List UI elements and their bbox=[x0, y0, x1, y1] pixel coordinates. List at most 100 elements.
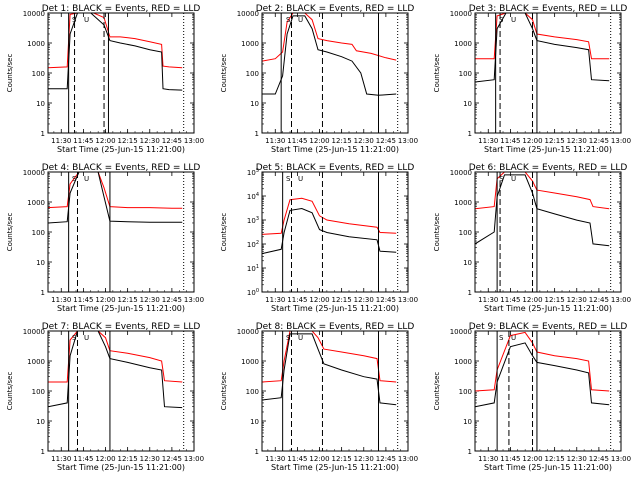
x-tick-label: 12:00 bbox=[522, 455, 542, 463]
y-axis-label: Counts/sec bbox=[220, 213, 228, 252]
x-tick-label: 12:30 bbox=[354, 137, 374, 145]
x-tick-label: 11:30 bbox=[265, 455, 285, 463]
x-tick-label: 11:30 bbox=[265, 296, 285, 304]
marker-s: S bbox=[499, 175, 504, 183]
x-tick-label: 13:00 bbox=[184, 455, 204, 463]
x-tick-label: 12:00 bbox=[522, 296, 542, 304]
y-tick-label: 104 bbox=[247, 192, 259, 201]
x-tick-label: 11:45 bbox=[73, 455, 93, 463]
x-tick-label: 11:30 bbox=[51, 137, 71, 145]
x-tick-label: 12:30 bbox=[567, 455, 587, 463]
y-tick-label: 10000 bbox=[450, 169, 472, 177]
series-events-line bbox=[475, 174, 610, 247]
series-lld-line bbox=[475, 331, 610, 392]
x-tick-label: 13:00 bbox=[398, 455, 418, 463]
panel-title: Det 7: BLACK = Events, RED = LLD bbox=[42, 322, 201, 332]
panel-det-3: Det 3: BLACK = Events, RED = LLD 1 10 100 10… bbox=[433, 4, 631, 154]
y-tick-label: 10 bbox=[463, 259, 472, 267]
x-tick-label: 11:45 bbox=[500, 296, 520, 304]
x-tick-label: 12:00 bbox=[309, 455, 329, 463]
series-events-line bbox=[262, 15, 397, 96]
plot-frame bbox=[261, 171, 409, 293]
y-tick-label: 100 bbox=[32, 70, 45, 78]
x-tick-label: 12:15 bbox=[332, 137, 352, 145]
panel-title: Det 5: BLACK = Events, RED = LLD bbox=[256, 163, 415, 173]
y-tick-label: 105 bbox=[247, 168, 259, 177]
y-tick-label: 103 bbox=[247, 216, 259, 225]
y-tick-label: 10 bbox=[463, 418, 472, 426]
series-lld-line bbox=[48, 13, 183, 69]
y-axis-label: Counts/sec bbox=[220, 372, 228, 411]
x-tick-label: 11:45 bbox=[73, 137, 93, 145]
y-tick-label: 100 bbox=[246, 70, 259, 78]
x-tick-label: 13:00 bbox=[611, 296, 631, 304]
series-events-line bbox=[262, 333, 397, 406]
marker-s: S bbox=[499, 16, 504, 24]
y-tick-label: 10 bbox=[36, 100, 45, 108]
x-tick-label: 12:00 bbox=[95, 296, 115, 304]
y-tick-label: 101 bbox=[247, 264, 259, 273]
marker-u: U bbox=[511, 175, 516, 183]
panel-title: Det 4: BLACK = Events, RED = LLD bbox=[42, 163, 201, 173]
plot-frame bbox=[474, 171, 622, 293]
y-tick-label: 102 bbox=[247, 240, 259, 249]
y-tick-label: 100 bbox=[32, 229, 45, 237]
y-axis-label: Counts/sec bbox=[433, 54, 441, 93]
marker-u: U bbox=[84, 175, 89, 183]
marker-s: S bbox=[72, 16, 77, 24]
series-lld-line bbox=[475, 13, 610, 60]
x-tick-label: 12:45 bbox=[162, 296, 182, 304]
y-tick-label: 1000 bbox=[454, 199, 472, 207]
y-tick-label: 10000 bbox=[23, 10, 45, 18]
x-tick-label: 12:45 bbox=[589, 296, 609, 304]
panel-det-8: Det 8: BLACK = Events, RED = LLD 1 10 100 10… bbox=[220, 322, 418, 472]
marker-u: U bbox=[298, 16, 303, 24]
x-axis-label: Start Time (25-Jun-15 11:21:00) bbox=[57, 145, 185, 154]
marker-u: U bbox=[511, 334, 516, 342]
series-lld-line bbox=[48, 331, 183, 383]
x-tick-label: 12:15 bbox=[118, 137, 138, 145]
x-tick-label: 12:30 bbox=[354, 296, 374, 304]
y-tick-label: 1000 bbox=[454, 358, 472, 366]
y-tick-label: 100 bbox=[459, 70, 472, 78]
y-tick-label: 1000 bbox=[27, 199, 45, 207]
marker-u: U bbox=[511, 16, 516, 24]
x-tick-label: 12:15 bbox=[332, 296, 352, 304]
x-tick-label: 12:30 bbox=[567, 137, 587, 145]
y-tick-label: 10 bbox=[250, 100, 259, 108]
series-events-line bbox=[48, 13, 183, 91]
plot-frame bbox=[474, 12, 622, 134]
plot-frame bbox=[47, 12, 195, 134]
x-tick-label: 12:30 bbox=[140, 296, 160, 304]
plot-frame bbox=[47, 330, 195, 452]
y-tick-label: 10000 bbox=[23, 328, 45, 336]
marker-s: S bbox=[72, 175, 77, 183]
y-tick-label: 10000 bbox=[450, 10, 472, 18]
x-tick-label: 11:45 bbox=[73, 296, 93, 304]
series-lld-line bbox=[262, 197, 397, 235]
y-tick-label: 1000 bbox=[241, 40, 259, 48]
x-tick-label: 12:15 bbox=[545, 296, 565, 304]
y-axis-label: Counts/sec bbox=[6, 54, 14, 93]
x-tick-label: 12:30 bbox=[354, 455, 374, 463]
x-tick-label: 12:30 bbox=[567, 296, 587, 304]
marker-s: S bbox=[499, 334, 504, 342]
x-tick-label: 12:15 bbox=[545, 455, 565, 463]
x-tick-label: 12:15 bbox=[332, 455, 352, 463]
y-tick-label: 1 bbox=[255, 130, 259, 138]
x-tick-label: 12:15 bbox=[118, 455, 138, 463]
x-axis-label: Start Time (25-Jun-15 11:21:00) bbox=[271, 463, 399, 472]
x-tick-label: 12:45 bbox=[162, 137, 182, 145]
x-axis-label: Start Time (25-Jun-15 11:21:00) bbox=[57, 463, 185, 472]
y-tick-label: 10 bbox=[250, 418, 259, 426]
x-tick-label: 13:00 bbox=[611, 455, 631, 463]
y-tick-label: 1 bbox=[468, 448, 472, 456]
y-axis-label: Counts/sec bbox=[433, 372, 441, 411]
y-tick-label: 100 bbox=[247, 288, 259, 297]
y-tick-label: 1 bbox=[41, 130, 45, 138]
x-tick-label: 11:30 bbox=[265, 137, 285, 145]
x-tick-label: 11:30 bbox=[478, 455, 498, 463]
y-tick-label: 1000 bbox=[27, 40, 45, 48]
x-tick-label: 11:30 bbox=[51, 296, 71, 304]
